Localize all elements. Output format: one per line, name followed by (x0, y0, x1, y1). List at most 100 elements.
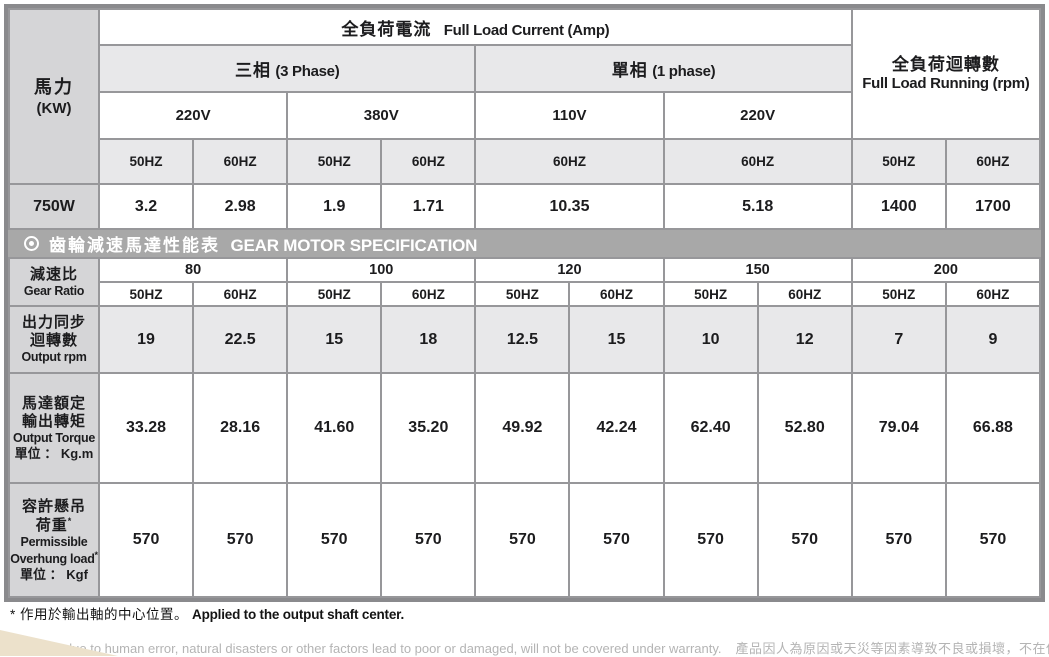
current-value-cell: 1.9 (286, 183, 383, 230)
output-rpm-value-cell: 12 (756, 305, 853, 374)
overhung-load-value-cell: 570 (380, 482, 477, 598)
output-torque-value-cell: 42.24 (568, 372, 665, 484)
ratio-cell: 120 (474, 257, 665, 283)
rpm-title-zh: 全負荷迴轉數 (891, 54, 1000, 74)
current-value-cell: 1.71 (380, 183, 477, 230)
gear-hz-cell: 50HZ (850, 281, 947, 307)
voltage-1p-220-cell: 220V (662, 91, 853, 140)
overhung-load-en2: Overhung load* (10, 549, 98, 566)
output-rpm-label-cell: 出力同步 迴轉數 Output rpm (8, 305, 100, 374)
output-rpm-zh2: 迴轉數 (29, 332, 78, 349)
output-torque-value-cell: 35.20 (380, 372, 477, 484)
output-rpm-value-cell: 15 (568, 305, 665, 374)
top-hz-cell: 60HZ (944, 138, 1042, 185)
current-value-cell: 5.18 (662, 183, 853, 230)
output-torque-en: Output Torque (13, 430, 95, 445)
gear-ratio-en: Gear Ratio (23, 283, 85, 298)
full-load-current-table: 馬力 (KW) 全負荷電流 Full Load Current (Amp) 全負… (8, 8, 1042, 230)
asterisk-mark: * (67, 515, 73, 526)
gear-hz-cell: 60HZ (380, 281, 477, 307)
overhung-load-value-cell: 570 (568, 482, 665, 598)
output-torque-unit: 單位 ： Kg.m (14, 445, 94, 461)
disclaimer-en: Products due to human error, natural dis… (10, 641, 722, 656)
gear-hz-cell: 60HZ (192, 281, 289, 307)
output-rpm-en: Output rpm (21, 350, 87, 364)
rpm-value-cell: 1400 (850, 183, 947, 230)
output-torque-value-cell: 52.80 (756, 372, 853, 484)
one-phase-header-cell: 單相 (1 phase) (474, 44, 853, 93)
current-value-cell: 3.2 (97, 183, 195, 230)
rpm-value-cell: 1700 (944, 183, 1042, 230)
overhung-load-en1: Permissible (20, 534, 88, 549)
overhung-load-value-cell: 570 (97, 482, 195, 598)
gear-hz-cell: 60HZ (756, 281, 853, 307)
corner-decoration (0, 630, 118, 656)
ratio-cell: 100 (286, 257, 477, 283)
one-phase-en: (1 phase) (652, 63, 716, 80)
ratio-cell: 150 (662, 257, 853, 283)
overhung-load-value-cell: 570 (756, 482, 853, 598)
gear-section-title-band: 齒輪減速馬達性能表 GEAR MOTOR SPECIFICATION (8, 230, 1041, 257)
output-torque-value-cell: 79.04 (850, 372, 947, 484)
overhung-load-value-cell: 570 (662, 482, 759, 598)
output-torque-value-cell: 33.28 (97, 372, 195, 484)
gear-hz-cell: 60HZ (568, 281, 665, 307)
three-phase-zh: 三相 (234, 61, 271, 80)
current-value-cell: 2.98 (192, 183, 289, 230)
overhung-load-value-cell: 570 (850, 482, 947, 598)
voltage-3p-220-cell: 220V (97, 91, 289, 140)
overhung-load-value-cell: 570 (192, 482, 289, 598)
gear-hz-cell: 60HZ (944, 281, 1042, 307)
output-torque-value-cell: 49.92 (474, 372, 571, 484)
footnote: * 作用於輸出軸的中心位置。 Applied to the output shaf… (10, 603, 404, 623)
three-phase-en: (3 Phase) (275, 63, 340, 80)
output-torque-value-cell: 41.60 (286, 372, 383, 484)
gear-section-title-en: GEAR MOTOR SPECIFICATION (230, 236, 478, 255)
current-title-en: Full Load Current (Amp) (443, 21, 610, 39)
gear-ratio-zh: 減速比 (29, 265, 78, 283)
output-rpm-zh1: 出力同步 (21, 314, 86, 331)
overhung-load-value-cell: 570 (944, 482, 1042, 598)
asterisk-mark: * (94, 549, 98, 560)
output-rpm-value-cell: 10 (662, 305, 759, 374)
power-label-en: (KW) (36, 100, 72, 118)
bullseye-icon (24, 236, 39, 251)
output-rpm-value-cell: 19 (97, 305, 195, 374)
gear-section-title-zh: 齒輪減速馬達性能表 (49, 236, 220, 255)
output-rpm-value-cell: 12.5 (474, 305, 571, 374)
footnote-zh: * 作用於輸出軸的中心位置。 (10, 607, 189, 622)
voltage-1p-110-cell: 110V (474, 91, 665, 140)
gear-hz-cell: 50HZ (97, 281, 195, 307)
top-hz-cell: 60HZ (474, 138, 665, 185)
top-hz-cell: 60HZ (380, 138, 477, 185)
current-title-cell: 全負荷電流 Full Load Current (Amp) (98, 8, 853, 46)
output-torque-zh1: 馬達額定 (21, 394, 86, 412)
output-torque-zh2: 輸出轉矩 (21, 412, 86, 430)
current-value-cell: 10.35 (474, 183, 665, 230)
output-rpm-value-cell: 15 (286, 305, 383, 374)
gear-section-title: 齒輪減速馬達性能表 GEAR MOTOR SPECIFICATION (49, 231, 477, 256)
output-rpm-value-cell: 9 (944, 305, 1042, 374)
overhung-load-zh2: 荷重* (35, 515, 73, 534)
top-hz-cell: 50HZ (850, 138, 947, 185)
output-torque-value-cell: 66.88 (944, 372, 1042, 484)
model-cell: 750W (8, 183, 100, 230)
ratio-cell: 80 (97, 257, 289, 283)
gear-hz-cell: 50HZ (474, 281, 571, 307)
one-phase-zh: 單相 (611, 61, 648, 80)
output-torque-label-cell: 馬達額定 輸出轉矩 Output Torque 單位 ： Kg.m (8, 372, 100, 484)
top-hz-cell: 60HZ (662, 138, 853, 185)
current-title-zh: 全負荷電流 (341, 19, 432, 39)
top-hz-cell: 60HZ (192, 138, 289, 185)
output-rpm-value-cell: 7 (850, 305, 947, 374)
top-hz-cell: 50HZ (97, 138, 195, 185)
disclaimer-zh: 產品因人為原因或天災等因素導致不良或損壞，不在保固範圍內 。 (735, 641, 1049, 656)
gear-motor-spec-table: 減速比 Gear Ratio 80 100 120 150 200 50HZ 6… (8, 257, 1042, 598)
gear-hz-cell: 50HZ (662, 281, 759, 307)
overhung-load-zh1: 容許懸吊 (21, 497, 86, 515)
gear-hz-cell: 50HZ (286, 281, 383, 307)
output-rpm-value-cell: 22.5 (192, 305, 289, 374)
output-torque-value-cell: 62.40 (662, 372, 759, 484)
overhung-load-unit: 單位 ： Kgf (20, 566, 88, 582)
